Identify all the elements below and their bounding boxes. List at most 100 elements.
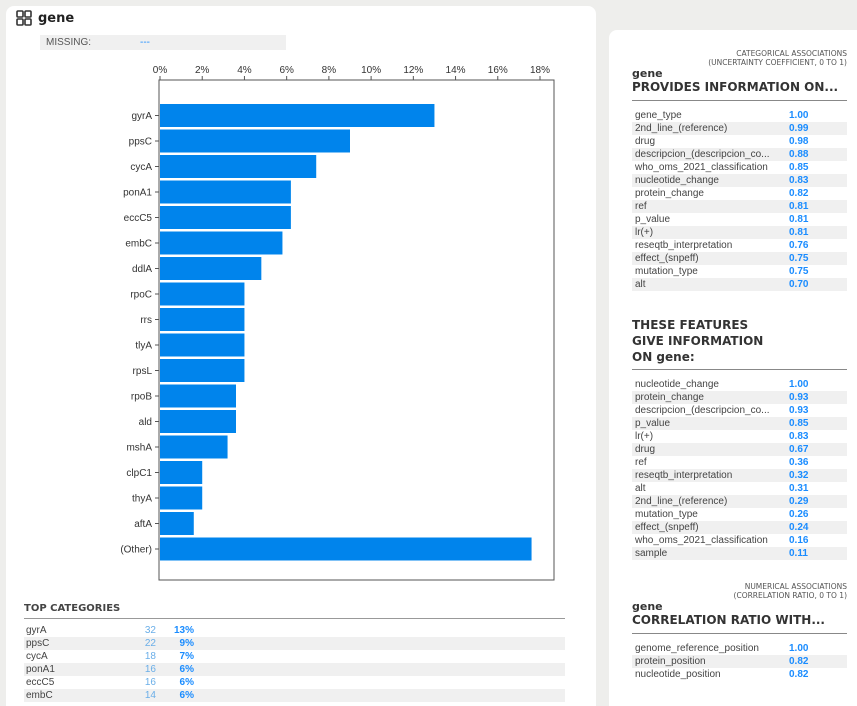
list-item: effect_(snpeff) 0.75 — [632, 252, 847, 265]
association-value: 0.31 — [789, 483, 809, 494]
x-tick-label: 10% — [361, 65, 381, 76]
association-name: p_value — [635, 418, 671, 429]
association-value: 0.67 — [789, 444, 809, 455]
x-tick-label: 18% — [530, 65, 550, 76]
bar[interactable] — [160, 461, 203, 484]
association-value: 0.75 — [789, 266, 809, 277]
missing-value: --- — [140, 37, 150, 48]
list-item: alt 0.70 — [632, 278, 847, 291]
bar[interactable] — [160, 231, 283, 255]
category-label: (Other) — [120, 545, 152, 556]
bar[interactable] — [160, 180, 291, 204]
bar-chart: 0% 2% 4% 6% 8% 10% 12% 14% 16% 18% gyrA ppsC cycA pon… — [120, 65, 555, 581]
category-name: embC — [26, 690, 53, 701]
features-heading-line3: ON gene: — [632, 350, 695, 364]
list-item: who_oms_2021_classification 0.16 — [632, 534, 847, 547]
category-name: gyrA — [26, 625, 47, 636]
association-name: genome_reference_position — [635, 643, 759, 654]
list-item: lr(+) 0.81 — [632, 226, 847, 239]
table-row: cycA 18 7% — [24, 650, 565, 663]
numerical-subtitle: NUMERICAL ASSOCIATIONS — [744, 582, 847, 591]
chart-frame — [158, 79, 555, 581]
bar[interactable] — [160, 282, 245, 306]
table-row: ppsC 22 9% — [24, 637, 565, 650]
list-item: protein_position 0.82 — [632, 655, 847, 668]
association-value: 0.85 — [789, 162, 809, 173]
table-row: embC 14 6% — [24, 689, 565, 702]
list-item: reseqtb_interpretation 0.76 — [632, 239, 847, 252]
association-value: 0.98 — [789, 136, 809, 147]
x-tick-label: 0% — [153, 65, 168, 76]
association-name: lr(+) — [635, 431, 654, 442]
category-label: ald — [139, 417, 152, 428]
association-name: descripcion_(descripcion_co... — [635, 149, 770, 160]
bar[interactable] — [160, 333, 245, 357]
header: gene — [16, 10, 74, 26]
association-name: nucleotide_change — [635, 175, 719, 186]
list-item: protein_change 0.93 — [632, 391, 847, 404]
category-percent: 9% — [179, 638, 194, 649]
list-item: descripcion_(descripcion_co... 0.93 — [632, 404, 847, 417]
association-name: nucleotide_position — [635, 669, 721, 680]
category-label: mshA — [126, 443, 152, 454]
association-value: 1.00 — [789, 110, 809, 121]
bar[interactable] — [160, 410, 236, 433]
list-item: effect_(snpeff) 0.24 — [632, 521, 847, 534]
association-value: 0.99 — [789, 123, 809, 134]
list-item: protein_change 0.82 — [632, 187, 847, 200]
bar[interactable] — [160, 104, 435, 127]
category-label: thyA — [132, 494, 152, 505]
category-count: 16 — [144, 677, 156, 688]
association-name: protein_position — [635, 656, 706, 667]
category-label: gyrA — [131, 111, 152, 122]
bar[interactable] — [160, 206, 291, 229]
bar[interactable] — [160, 155, 317, 178]
association-name: 2nd_line_(reference) — [635, 496, 728, 507]
category-name: eccC5 — [26, 677, 55, 688]
top-categories-title: TOP CATEGORIES — [24, 603, 565, 619]
category-count: 32 — [144, 625, 156, 636]
category-name: ppsC — [26, 638, 50, 649]
association-value: 0.82 — [789, 656, 809, 667]
list-item: nucleotide_position 0.82 — [632, 668, 847, 681]
association-value: 0.26 — [789, 509, 809, 520]
list-item: alt 0.31 — [632, 482, 847, 495]
category-name: cycA — [26, 651, 48, 662]
category-count: 18 — [144, 651, 156, 662]
bar[interactable] — [160, 359, 245, 382]
association-value: 0.85 — [789, 418, 809, 429]
bar[interactable] — [160, 384, 236, 408]
bar[interactable] — [160, 129, 350, 153]
association-value: 0.83 — [789, 431, 809, 442]
association-name: who_oms_2021_classification — [635, 535, 768, 546]
list-item: ref 0.81 — [632, 200, 847, 213]
association-value: 0.11 — [789, 548, 808, 559]
table-row: gyrA 32 13% — [24, 624, 565, 637]
table-row: eccC5 16 6% — [24, 676, 565, 689]
association-value: 0.93 — [789, 392, 809, 403]
bar[interactable] — [160, 486, 203, 510]
bar[interactable] — [160, 308, 245, 331]
bar[interactable] — [160, 512, 194, 535]
category-label: cycA — [130, 162, 152, 173]
category-label: rpsL — [133, 366, 153, 377]
list-item: ref 0.36 — [632, 456, 847, 469]
association-value: 0.81 — [789, 201, 809, 212]
category-label: rrs — [140, 315, 152, 326]
bar[interactable] — [160, 435, 228, 459]
category-label: clpC1 — [126, 468, 152, 479]
category-label: ddlA — [132, 264, 152, 275]
bar[interactable] — [160, 537, 532, 561]
bar[interactable] — [160, 257, 262, 280]
association-name: drug — [635, 136, 656, 147]
features-heading-line1: THESE FEATURES — [632, 318, 749, 332]
category-percent: 6% — [179, 690, 194, 701]
top-categories: TOP CATEGORIES gyrA 32 13% ppsC 22 9% cycA 18 7%… — [24, 603, 565, 702]
features-heading-line2: GIVE INFORMATION — [632, 334, 764, 348]
x-tick-label: 2% — [195, 65, 210, 76]
association-name: sample — [635, 548, 668, 559]
association-value: 0.81 — [789, 227, 809, 238]
numerical-associations: NUMERICAL ASSOCIATIONS (CORRELATION RATI… — [632, 582, 847, 681]
association-name: drug — [635, 444, 656, 455]
association-name: descripcion_(descripcion_co... — [635, 405, 770, 416]
